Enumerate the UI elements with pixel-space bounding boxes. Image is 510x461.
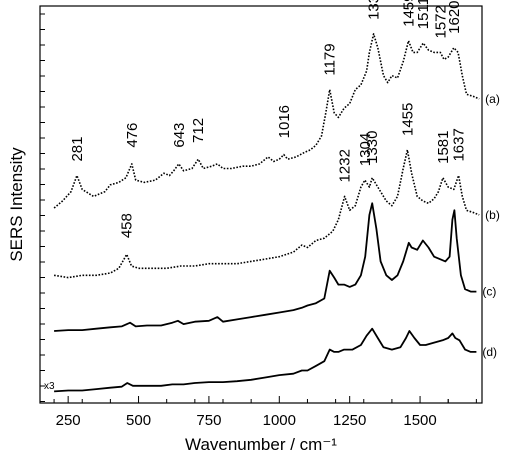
plot-border (39, 5, 483, 404)
peak-label: 1232 (337, 149, 354, 182)
series-3-line (54, 202, 477, 332)
series-4-line (54, 327, 477, 393)
peak-label: 1455 (399, 103, 416, 136)
peak-label: 1304 (357, 133, 374, 166)
peak-label: 1179 (322, 43, 339, 75)
x-tick-label: 1000 (263, 412, 296, 429)
peak-label: 712 (190, 118, 207, 143)
peak-label: 1330 (364, 130, 381, 163)
plot-frame (39, 5, 483, 404)
x-axis-ticks: 250 500 750 1000 1250 1500 (53, 396, 477, 429)
x-tick-label: 750 (196, 412, 221, 429)
series-1-line (53, 33, 480, 209)
peak-label: 281 (69, 137, 86, 162)
minor-ticks (40, 13, 45, 402)
peak-label: 1581 (435, 130, 452, 163)
series-2-line (53, 149, 480, 279)
peak-label: 1016 (276, 105, 293, 138)
peak-label: 1335 (366, 0, 383, 20)
trace-label-3: (c) (482, 285, 496, 299)
peak-label: 476 (124, 123, 141, 148)
y-axis-title: SERS Intensity (7, 147, 26, 262)
x-tick-label: 500 (126, 412, 151, 429)
x-tick-label: 1500 (403, 412, 436, 429)
peak-label: 458 (119, 213, 136, 238)
trace-label-2: (b) (485, 208, 500, 222)
series-layer (53, 33, 480, 393)
trace-label-1: (a) (485, 92, 500, 106)
peak-label: 1637 (451, 128, 468, 161)
peak-label: 1572 (432, 5, 449, 38)
trace-label-4: (d) (482, 345, 497, 359)
x-axis-title: Wavenumber / cm⁻¹ (185, 435, 337, 454)
peak-label: 1459 (401, 0, 418, 27)
scale-note: x3 (44, 381, 55, 392)
peak-label: 1511 (415, 0, 432, 29)
x-tick-label: 1250 (333, 412, 366, 429)
x-tick-label: 250 (56, 412, 81, 429)
peak-label: 1620 (446, 0, 463, 33)
trace-labels: (a) (b) (c) (d) (482, 92, 499, 359)
peak-label: 643 (171, 123, 188, 148)
